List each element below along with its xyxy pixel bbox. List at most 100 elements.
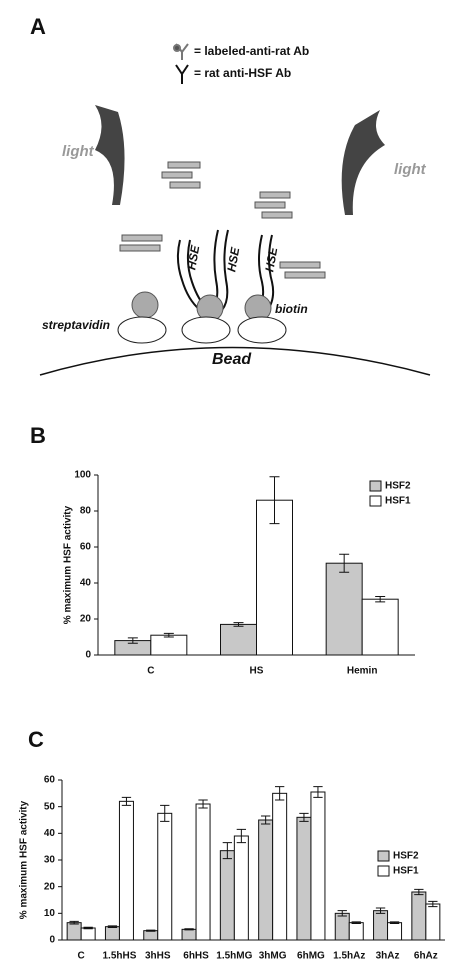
key-text: = rat anti-HSF Ab	[194, 66, 291, 80]
x-tick-label: 6hHS	[183, 951, 209, 962]
hse-label: HSE	[184, 243, 202, 271]
bar	[373, 910, 389, 941]
error-bar	[339, 553, 350, 573]
y-axis-label: % maximum HSF activity	[63, 505, 74, 624]
bead-label: Bead	[212, 351, 252, 368]
error-bar	[260, 815, 271, 825]
x-tick-label: C	[78, 951, 85, 962]
key-text: = labeled-anti-rat Ab	[194, 44, 309, 58]
bar	[233, 835, 249, 941]
bar	[387, 922, 403, 941]
error-bar	[121, 796, 132, 806]
y-tick-label: 80	[80, 506, 92, 517]
bar	[296, 816, 312, 941]
bar	[325, 562, 363, 656]
bar	[195, 803, 211, 941]
light-beam	[95, 105, 125, 205]
y-tick-label: 0	[49, 935, 55, 946]
error-bar	[337, 910, 347, 917]
key-icon	[175, 64, 189, 84]
biotin-label: biotin	[275, 302, 308, 316]
bar	[143, 930, 159, 941]
light-label: light	[394, 161, 427, 178]
bar	[256, 499, 293, 656]
error-bar	[198, 799, 208, 809]
y-tick-label: 60	[80, 542, 92, 553]
error-bar	[414, 888, 424, 896]
legend-label: HSF2	[385, 481, 411, 492]
y-tick-label: 20	[44, 881, 56, 892]
panel-label: B	[30, 423, 46, 448]
legend-label: HSF2	[393, 851, 419, 862]
y-tick-label: 100	[74, 470, 91, 481]
error-bar	[107, 925, 118, 928]
y-tick-label: 10	[44, 908, 56, 919]
legend-label: HSF1	[385, 496, 411, 507]
x-tick-label: 1.5hAz	[333, 951, 365, 962]
bar	[258, 819, 274, 941]
error-bar	[269, 476, 280, 525]
streptavidin-base	[117, 316, 287, 344]
legend-swatch	[369, 480, 382, 492]
hse-label: HSE	[224, 245, 242, 273]
x-tick-label: Hemin	[347, 666, 378, 677]
y-tick-label: 40	[80, 578, 92, 589]
bar	[334, 912, 350, 941]
legend-swatch	[369, 495, 382, 507]
y-tick-label: 60	[44, 775, 56, 786]
panel-label: A	[30, 14, 46, 39]
error-bar	[299, 812, 309, 822]
x-tick-label: 3hAz	[376, 951, 400, 962]
bar	[361, 598, 399, 656]
error-bar	[83, 926, 93, 930]
error-bar	[184, 928, 194, 931]
x-tick-label: 1.5hMG	[216, 951, 252, 962]
bar	[272, 792, 288, 941]
bar	[181, 928, 197, 941]
bar	[425, 903, 441, 941]
complexes	[119, 161, 326, 279]
y-tick-label: 40	[44, 828, 56, 839]
error-bar	[233, 622, 244, 627]
bar	[220, 623, 257, 656]
bar	[150, 634, 188, 656]
dna	[176, 229, 275, 313]
error-bar	[127, 637, 138, 644]
error-bar	[375, 907, 386, 914]
key-icon	[173, 43, 189, 60]
error-bar	[351, 921, 361, 924]
x-tick-label: 6hMG	[297, 951, 325, 962]
y-tick-label: 20	[80, 614, 92, 625]
streptavidin-shape	[131, 291, 272, 322]
bar	[411, 891, 427, 941]
error-bar	[160, 804, 170, 822]
streptavidin-label: streptavidin	[42, 318, 110, 332]
error-bar	[146, 929, 156, 932]
bar	[348, 922, 364, 941]
y-tick-label: 50	[44, 801, 56, 812]
y-tick-label: 30	[44, 855, 56, 866]
bar	[310, 791, 326, 941]
bar	[104, 926, 120, 941]
error-bar	[428, 900, 438, 908]
x-tick-label: 3hMG	[259, 951, 287, 962]
error-bar	[236, 828, 247, 844]
hse-label: HSE	[262, 245, 280, 273]
x-tick-label: 3hHS	[145, 951, 171, 962]
legend-swatch	[377, 865, 390, 877]
legend-swatch	[377, 850, 390, 862]
x-tick-label: C	[147, 666, 154, 677]
bar	[118, 800, 134, 941]
error-bar	[222, 842, 233, 860]
error-bar	[274, 786, 285, 801]
y-axis-label: % maximum HSF activity	[19, 800, 30, 919]
bar	[157, 812, 173, 941]
light-label: light	[62, 143, 95, 160]
panel-label: C	[28, 727, 44, 752]
error-bar	[375, 596, 386, 603]
error-bar	[69, 920, 79, 925]
error-bar	[389, 921, 400, 924]
legend-label: HSF1	[393, 866, 419, 877]
x-tick-label: HS	[250, 666, 264, 677]
